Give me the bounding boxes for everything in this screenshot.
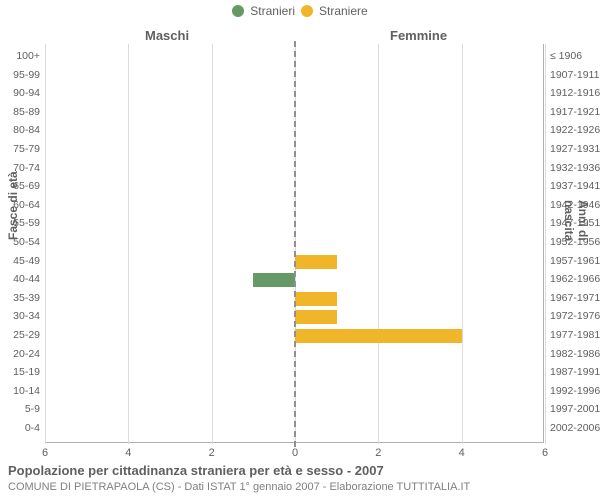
- year-label: 1997-2001: [550, 403, 600, 415]
- age-label: 10-14: [0, 385, 40, 397]
- year-label: 2002-2006: [550, 422, 600, 434]
- age-label: 45-49: [0, 255, 40, 267]
- age-label: 0-4: [0, 422, 40, 434]
- age-label: 5-9: [0, 403, 40, 415]
- year-label: 1942-1946: [550, 199, 600, 211]
- x-tick: 2: [202, 447, 222, 459]
- legend-label: Stranieri: [250, 4, 295, 18]
- year-label: 1917-1921: [550, 106, 600, 118]
- age-label: 80-84: [0, 124, 40, 136]
- x-tick: 0: [285, 447, 305, 459]
- x-tick: 6: [535, 447, 555, 459]
- age-label: 60-64: [0, 199, 40, 211]
- year-label: 1932-1936: [550, 162, 600, 174]
- year-label: 1927-1931: [550, 143, 600, 155]
- year-label: 1977-1981: [550, 329, 600, 341]
- age-label: 50-54: [0, 236, 40, 248]
- legend-dot: [232, 5, 244, 17]
- x-tick: 4: [452, 447, 472, 459]
- year-label: 1907-1911: [550, 69, 600, 81]
- bar-male: [253, 273, 295, 287]
- age-label: 75-79: [0, 143, 40, 155]
- age-label: 85-89: [0, 106, 40, 118]
- year-label: 1982-1986: [550, 348, 600, 360]
- age-label: 70-74: [0, 162, 40, 174]
- age-label: 90-94: [0, 87, 40, 99]
- age-label: 15-19: [0, 366, 40, 378]
- column-title-female: Femmine: [390, 28, 447, 43]
- year-label: 1922-1926: [550, 124, 600, 136]
- bar-female: [295, 292, 337, 306]
- chart-subtitle: COMUNE DI PIETRAPAOLA (CS) - Dati ISTAT …: [8, 480, 470, 494]
- age-label: 35-39: [0, 292, 40, 304]
- legend-label: Straniere: [319, 4, 368, 18]
- year-label: 1987-1991: [550, 366, 600, 378]
- year-label: 1962-1966: [550, 273, 600, 285]
- age-label: 65-69: [0, 180, 40, 192]
- legend: Stranieri Straniere: [0, 4, 600, 18]
- age-label: 95-99: [0, 69, 40, 81]
- bar-female: [295, 255, 337, 269]
- grid-line: [545, 44, 546, 444]
- age-label: 40-44: [0, 273, 40, 285]
- year-label: 1992-1996: [550, 385, 600, 397]
- chart-title: Popolazione per cittadinanza straniera p…: [8, 463, 470, 480]
- x-tick: 2: [368, 447, 388, 459]
- age-label: 100+: [0, 50, 40, 62]
- bar-female: [295, 310, 337, 324]
- legend-dot: [301, 5, 313, 17]
- year-label: ≤ 1906: [550, 50, 600, 62]
- age-label: 20-24: [0, 348, 40, 360]
- year-label: 1952-1956: [550, 236, 600, 248]
- center-axis-line: [294, 41, 296, 447]
- age-label: 55-59: [0, 217, 40, 229]
- year-label: 1972-1976: [550, 310, 600, 322]
- year-label: 1912-1916: [550, 87, 600, 99]
- plot-area: 100+≤ 190695-991907-191190-941912-191685…: [45, 44, 545, 444]
- column-title-male: Maschi: [145, 28, 189, 43]
- chart-container: StranieriStraniere Maschi Femmine Fasce …: [0, 0, 600, 500]
- year-label: 1967-1971: [550, 292, 600, 304]
- age-label: 25-29: [0, 329, 40, 341]
- x-tick: 4: [118, 447, 138, 459]
- year-label: 1957-1961: [550, 255, 600, 267]
- year-label: 1937-1941: [550, 180, 600, 192]
- age-label: 30-34: [0, 310, 40, 322]
- x-tick: 6: [35, 447, 55, 459]
- chart-footer: Popolazione per cittadinanza straniera p…: [8, 463, 470, 494]
- year-label: 1947-1951: [550, 217, 600, 229]
- bar-female: [295, 329, 462, 343]
